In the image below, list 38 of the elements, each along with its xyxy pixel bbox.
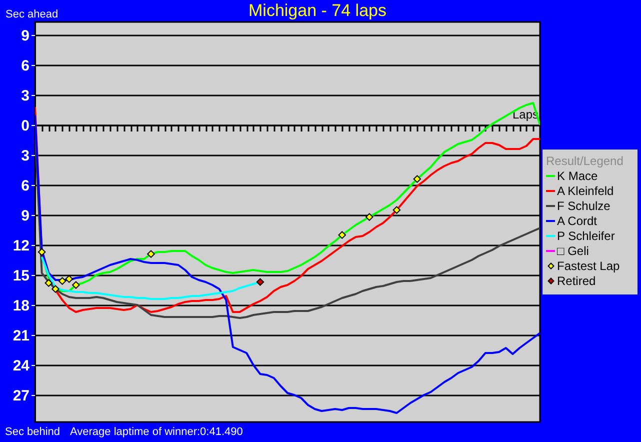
point [256,278,264,286]
point [413,175,422,183]
point [147,250,155,258]
y-tick-label: 9 [21,28,30,44]
y-tick-label: 21 [12,328,30,344]
point [392,206,401,214]
legend-label: Fastest Lap [557,259,620,273]
chart-title: Michigan - 74 laps [248,1,386,20]
point [58,277,66,285]
point [72,281,80,289]
legend-label: K Mace [557,169,598,183]
text: Sec behind [5,426,60,438]
legend-label: Retired [557,274,596,288]
point [338,231,346,239]
y-tick-label: 18 [12,298,30,314]
y-tick-label: 6 [21,58,30,74]
legend-label: F Schulze [557,199,611,213]
y-tick-label: 6 [21,178,30,194]
legend-label: □ Geli [557,244,589,258]
y-tick-label: 9 [21,208,30,224]
y-tick-label: 3 [21,148,30,164]
text: Average laptime of winner:0:41.490 [70,426,243,438]
legend-label: A Kleinfeld [557,184,614,198]
y-tick-label: 27 [12,388,30,404]
point [65,275,73,283]
legend-label: A Cordt [557,214,598,228]
y-tick-label: 12 [12,238,30,254]
y-axis-title: Sec ahead [6,8,58,20]
y-tick-label: 3 [21,88,30,104]
legend-title: Result/Legend [546,154,624,168]
point [52,285,60,293]
y-tick-label: 24 [12,358,30,374]
legend-label: P Schleifer [557,229,615,243]
point [44,279,53,287]
point [366,213,374,221]
y-tick-label: 0 [21,118,30,134]
point [38,248,46,256]
y-tick-label: 15 [12,268,30,284]
